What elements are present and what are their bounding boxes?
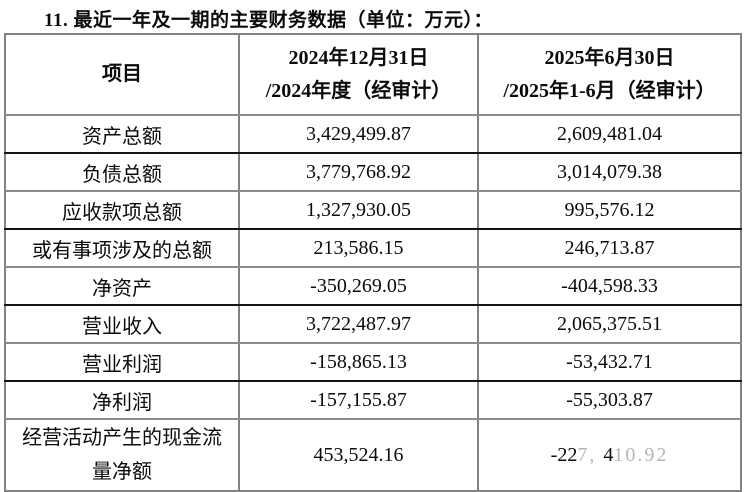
row-value-2024: -157,155.87: [238, 381, 479, 420]
row-value-2024: 213,586.15: [238, 229, 479, 268]
row-value-2024: -158,865.13: [238, 343, 479, 382]
row-label: 或有事项涉及的总额: [4, 229, 240, 268]
value-segment-clear: -22: [550, 443, 578, 466]
header-period-2025: 2025年6月30日 /2025年1-6月（经审计）: [477, 34, 742, 116]
table-row: 负债总额 3,779,768.92 3,014,079.38: [4, 153, 742, 192]
row-value-2025: -53,432.71: [477, 343, 742, 382]
row-value-2025: 246,713.87: [477, 229, 742, 268]
row-value-2024: -350,269.05: [238, 267, 479, 306]
financial-data-table: 项目 2024年12月31日 /2024年度（经审计） 2025年6月30日 /…: [4, 33, 742, 492]
table-row: 营业收入 3,722,487.97 2,065,375.51: [4, 305, 742, 344]
value-segment-clear: 4: [603, 443, 614, 466]
row-value-2024: 3,779,768.92: [238, 153, 479, 192]
row-label: 净资产: [4, 267, 240, 306]
value-segment-faded: 7,: [577, 443, 604, 466]
row-value-2024: 3,429,499.87: [238, 115, 479, 154]
row-value-2024: 453,524.16: [238, 419, 479, 491]
header-item-column: 项目: [4, 34, 240, 116]
row-label: 负债总额: [4, 153, 240, 192]
table-row: 资产总额 3,429,499.87 2,609,481.04: [4, 115, 742, 154]
table-row: 营业利润 -158,865.13 -53,432.71: [4, 343, 742, 382]
row-value-2025: 995,576.12: [477, 191, 742, 230]
document-section-title: 11. 最近一年及一期的主要财务数据（单位：万元）：: [44, 10, 493, 31]
table-row: 应收款项总额 1,327,930.05 995,576.12: [4, 191, 742, 230]
row-value-2025: -404,598.33: [477, 267, 742, 306]
header-period-2024: 2024年12月31日 /2024年度（经审计）: [238, 34, 479, 116]
row-value-2024: 3,722,487.97: [238, 305, 479, 344]
table-header-row: 项目 2024年12月31日 /2024年度（经审计） 2025年6月30日 /…: [4, 34, 742, 116]
row-label: 经营活动产生的现金流 量净额: [4, 419, 240, 491]
table-row: 净利润 -157,155.87 -55,303.87: [4, 381, 742, 420]
value-segment-faded: 10.92: [613, 443, 669, 466]
row-label: 应收款项总额: [4, 191, 240, 230]
row-label: 营业收入: [4, 305, 240, 344]
row-value-2025: 2,609,481.04: [477, 115, 742, 154]
table-row: 经营活动产生的现金流 量净额 453,524.16 -227, 410.92: [4, 419, 742, 491]
table-row: 净资产 -350,269.05 -404,598.33: [4, 267, 742, 306]
table-row: 或有事项涉及的总额 213,586.15 246,713.87: [4, 229, 742, 268]
row-label: 净利润: [4, 381, 240, 420]
row-label: 资产总额: [4, 115, 240, 154]
row-value-2025: -55,303.87: [477, 381, 742, 420]
row-value-2025: 3,014,079.38: [477, 153, 742, 192]
row-value-2025-degraded: -227, 410.92: [477, 419, 742, 491]
row-label: 营业利润: [4, 343, 240, 382]
row-value-2024: 1,327,930.05: [238, 191, 479, 230]
row-value-2025: 2,065,375.51: [477, 305, 742, 344]
